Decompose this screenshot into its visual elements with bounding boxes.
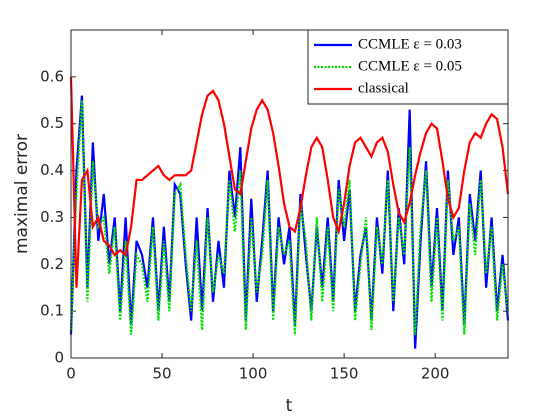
x-tick-label: 50	[152, 365, 171, 383]
series-line	[69, 100, 510, 335]
x-axis-label: t	[286, 396, 293, 416]
y-tick-label: 0.6	[40, 67, 64, 85]
y-tick-label: 0.2	[40, 255, 64, 273]
legend-label: CCMLE ε = 0.03	[358, 36, 462, 52]
y-axis-label: maximal error	[12, 134, 32, 254]
y-tick-label: 0	[54, 349, 64, 367]
legend-label: CCMLE ε = 0.05	[358, 58, 462, 74]
y-tick-label: 0.3	[40, 208, 64, 226]
y-tick-label: 0.4	[40, 161, 64, 179]
series-line	[69, 76, 510, 288]
y-tick-label: 0.1	[40, 302, 64, 320]
legend-box	[307, 29, 509, 105]
axes-box	[70, 29, 509, 359]
x-tick-label: 100	[239, 365, 268, 383]
x-tick-label: 150	[330, 365, 359, 383]
x-tick-label: 200	[421, 365, 450, 383]
y-tick-label: 0.5	[40, 114, 64, 132]
legend-label: classical	[358, 80, 409, 96]
x-tick-label: 0	[66, 365, 76, 383]
